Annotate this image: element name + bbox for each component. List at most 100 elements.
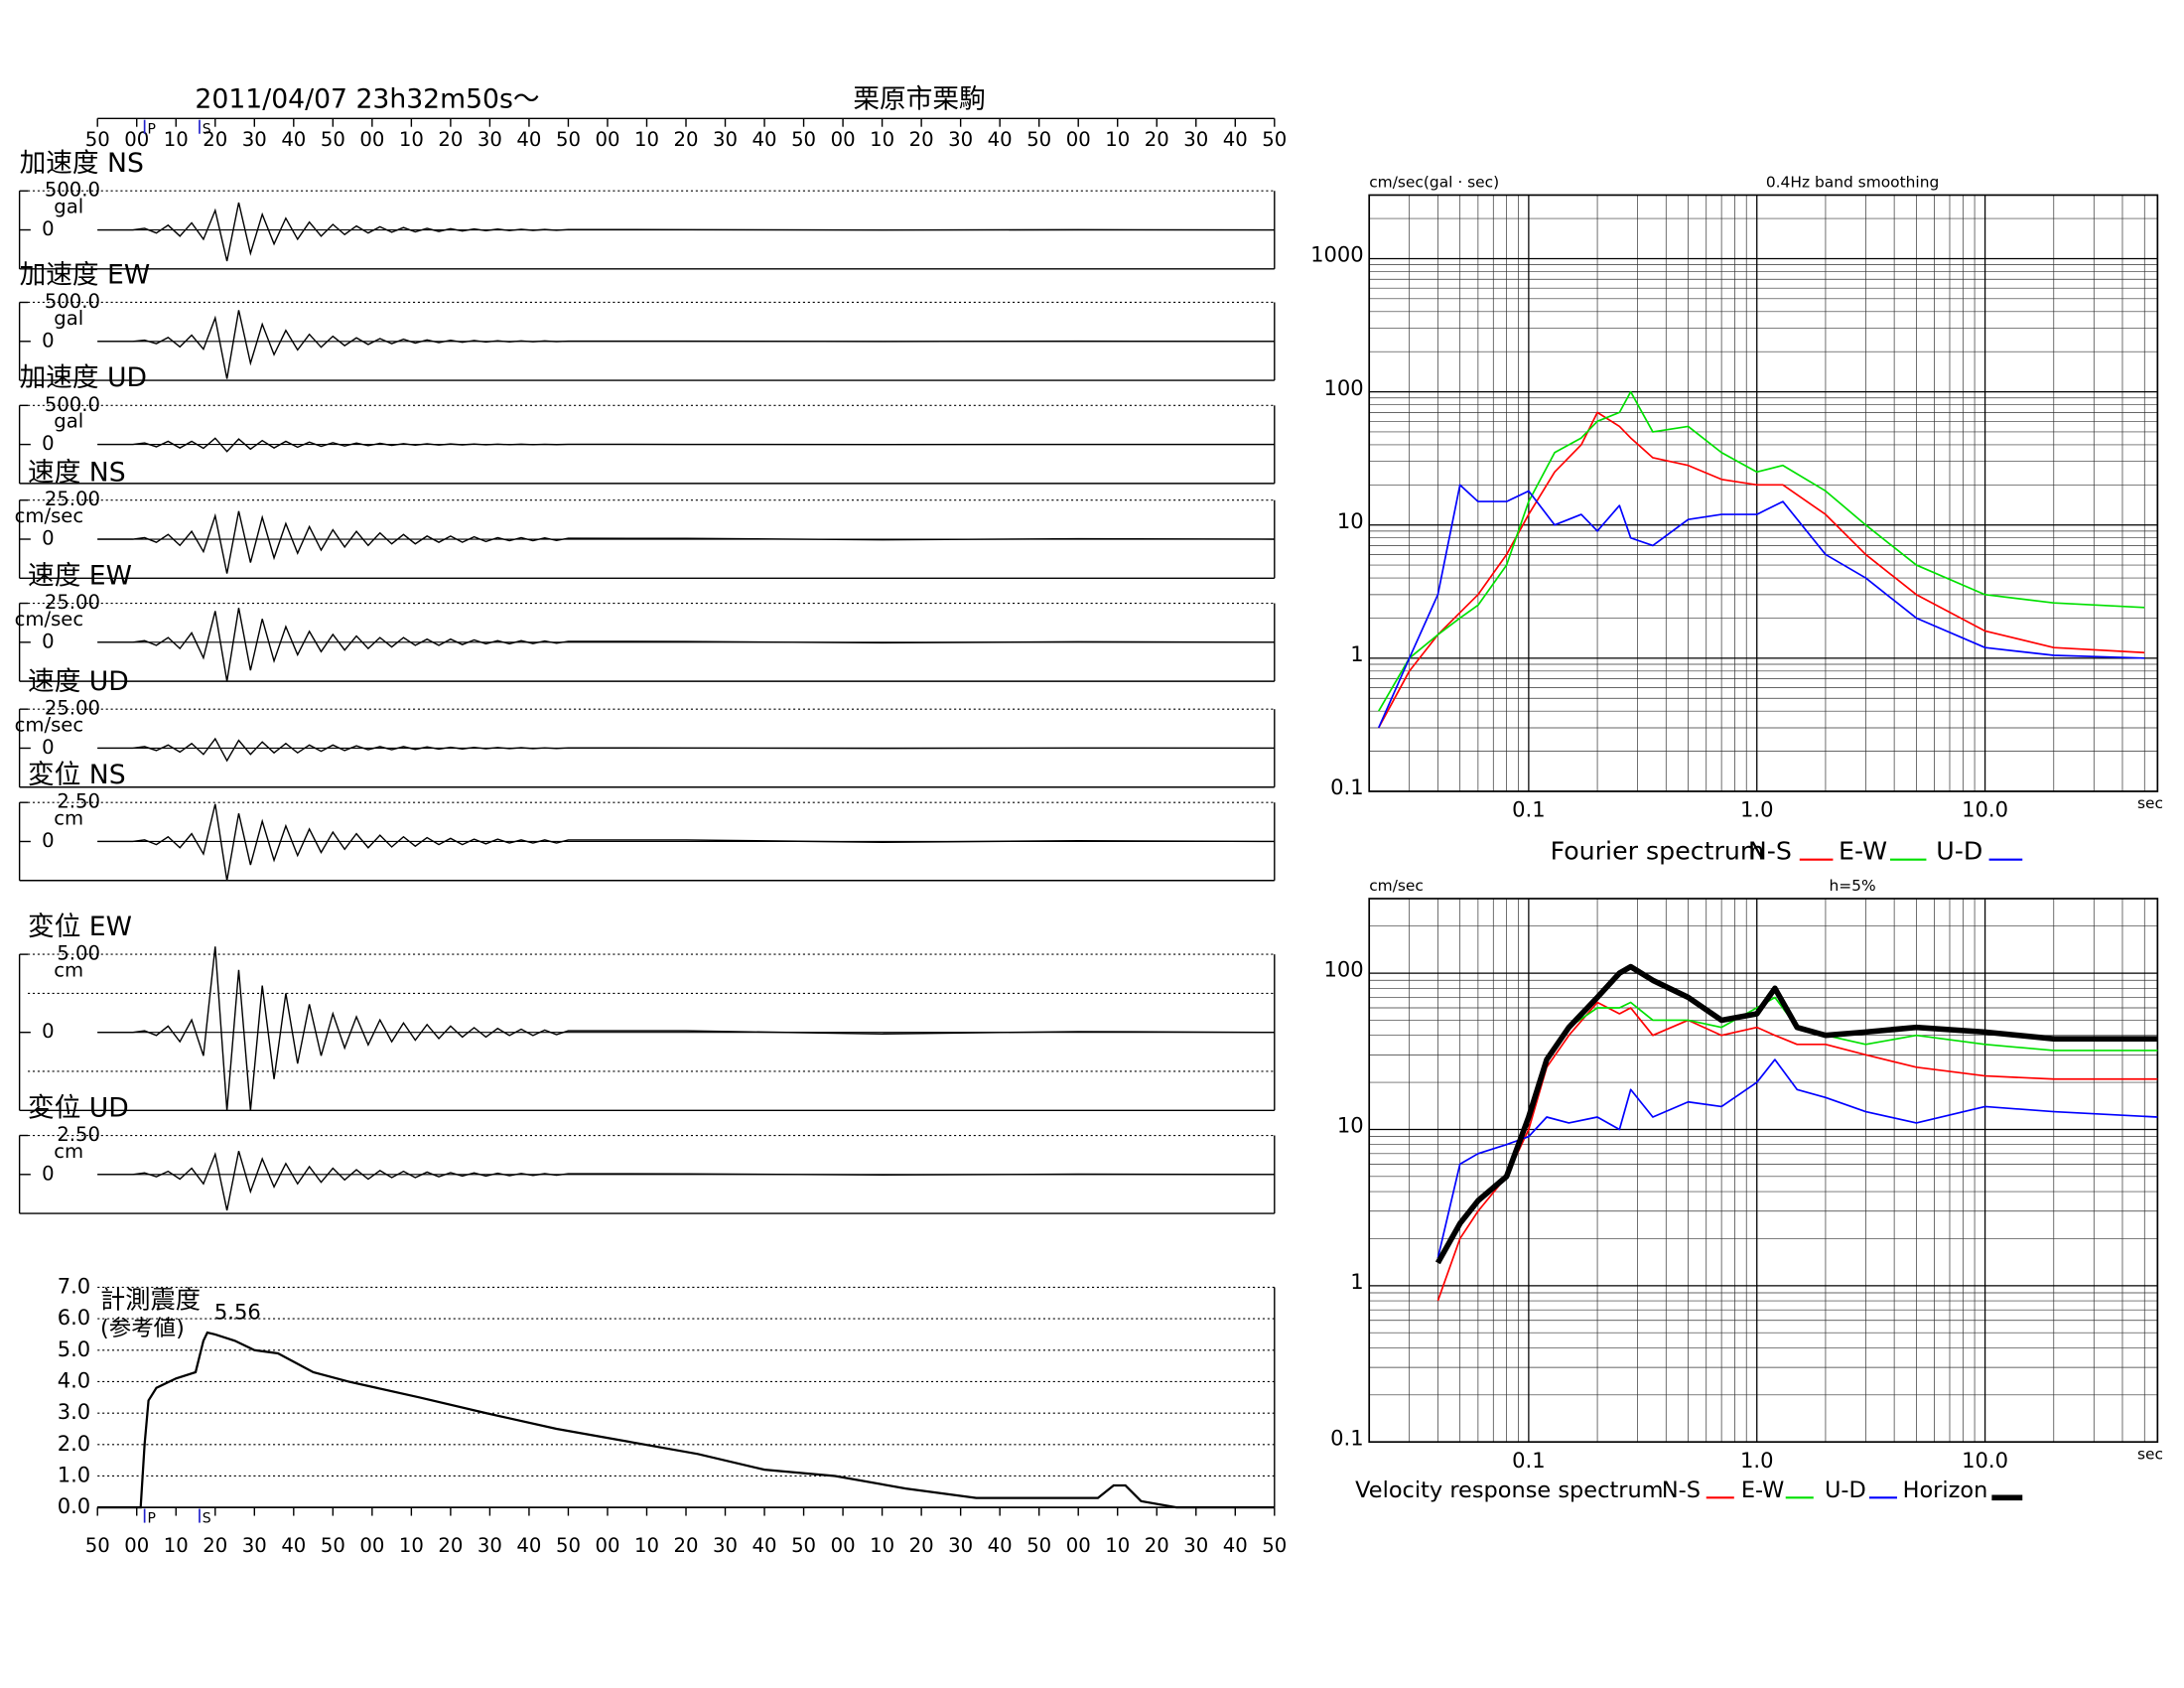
zero-label: 0 [42, 329, 55, 352]
intensity-tick-label: 2.0 [58, 1431, 90, 1456]
y-unit-label: cm/sec [1369, 877, 1424, 895]
time-tick-label: 30 [478, 128, 502, 151]
time-tick-label: 40 [516, 1534, 541, 1557]
panel-label: 変位 UD [28, 1092, 129, 1123]
y-tick-label: 0.1 [1330, 774, 1363, 799]
unit-label: gal [54, 307, 83, 330]
waveform [97, 310, 1275, 379]
time-tick-label: 10 [399, 128, 424, 151]
time-tick-label: 00 [124, 128, 149, 151]
waveform [97, 510, 1275, 574]
x-tick-label: 10.0 [1962, 797, 2008, 822]
scale-label: 25.00 [45, 591, 100, 614]
phase-label: P [147, 122, 155, 138]
time-tick-label: 30 [478, 1534, 502, 1557]
time-tick-label: 10 [164, 1534, 189, 1557]
time-tick-label: 00 [595, 128, 619, 151]
legend-label: N-S [1662, 1477, 1701, 1503]
waveform [97, 608, 1275, 682]
time-tick-label: 50 [321, 128, 345, 151]
y-tick-label: 1 [1350, 1269, 1363, 1294]
scale-label: 25.00 [45, 697, 100, 720]
x-tick-label: 0.1 [1512, 797, 1545, 822]
time-tick-label: 50 [85, 128, 110, 151]
plot-note: 0.4Hz band smoothing [1766, 173, 1939, 191]
time-tick-label: 40 [752, 1534, 777, 1557]
time-tick-label: 30 [948, 128, 973, 151]
time-tick-label: 50 [1262, 128, 1287, 151]
time-tick-label: 10 [1105, 128, 1130, 151]
time-tick-label: 20 [1145, 128, 1169, 151]
x-unit-label: sec [2137, 794, 2163, 812]
panel-label: 速度 EW [28, 560, 132, 591]
x-tick-label: 10.0 [1962, 1448, 2008, 1473]
panel-label: 加速度 NS [20, 148, 144, 179]
intensity-sublabel: (参考値) [100, 1316, 185, 1341]
intensity-curve [97, 1331, 1275, 1509]
time-tick-label: 50 [1026, 128, 1051, 151]
waveform [97, 437, 1275, 453]
time-tick-label: 00 [1066, 128, 1091, 151]
time-tick-label: 00 [1066, 1534, 1091, 1557]
time-tick-label: 20 [909, 128, 934, 151]
scale-label: 25.00 [45, 488, 100, 510]
time-tick-label: 50 [791, 128, 816, 151]
time-tick-label: 20 [438, 1534, 463, 1557]
zero-label: 0 [42, 736, 55, 759]
x-unit-label: sec [2137, 1445, 2163, 1463]
y-tick-label: 0.1 [1330, 1425, 1363, 1450]
y-unit-label: cm/sec(gal · sec) [1369, 173, 1499, 191]
y-tick-label: 100 [1323, 375, 1363, 400]
waveform [97, 1151, 1275, 1211]
time-tick-label: 30 [1183, 1534, 1208, 1557]
phase-label: P [147, 1510, 155, 1526]
spectrum-line [1377, 390, 2145, 712]
time-tick-label: 50 [791, 1534, 816, 1557]
spectrum-line [1436, 1001, 2158, 1302]
intensity-tick-label: 5.0 [58, 1336, 90, 1361]
time-tick-label: 20 [909, 1534, 934, 1557]
time-tick-label: 00 [359, 1534, 384, 1557]
legend-label: U-D [1825, 1477, 1866, 1503]
panel-label: 速度 UD [28, 666, 129, 697]
spectrum-line [1377, 484, 2145, 729]
time-tick-label: 10 [399, 1534, 424, 1557]
unit-label: cm [54, 1140, 83, 1163]
panel-label: 速度 NS [28, 458, 126, 489]
scale-label: 500.0 [45, 179, 100, 202]
panel-label: 加速度 EW [20, 259, 151, 290]
legend-label: E-W [1741, 1477, 1785, 1503]
waveform [97, 202, 1275, 262]
time-tick-label: 40 [988, 128, 1013, 151]
time-tick-label: 00 [124, 1534, 149, 1557]
legend-label: U-D [1936, 837, 1982, 866]
time-tick-label: 10 [634, 1534, 659, 1557]
unit-label: cm/sec [15, 714, 84, 737]
time-tick-label: 00 [595, 1534, 619, 1557]
spectrum-line [1377, 411, 2145, 729]
panel-label: 加速度 UD [20, 362, 147, 393]
time-tick-label: 50 [556, 128, 581, 151]
time-tick-label: 40 [752, 128, 777, 151]
time-tick-label: 40 [516, 128, 541, 151]
intensity-tick-label: 0.0 [58, 1493, 90, 1518]
time-tick-label: 50 [1262, 1534, 1287, 1557]
legend-label: E-W [1839, 837, 1887, 866]
y-tick-label: 1 [1350, 641, 1363, 666]
unit-label: cm [54, 807, 83, 830]
intensity-tick-label: 7.0 [58, 1273, 90, 1298]
time-tick-label: 40 [281, 128, 306, 151]
unit-label: cm [54, 958, 83, 981]
plot-frame [1368, 898, 2159, 1444]
waveform [97, 737, 1275, 763]
time-tick-label: 40 [281, 1534, 306, 1557]
unit-label: cm/sec [15, 504, 84, 527]
y-tick-label: 10 [1337, 508, 1364, 533]
unit-label: cm/sec [15, 608, 84, 631]
phase-label: S [203, 1510, 211, 1526]
station-name: 栗原市栗駒 [853, 84, 985, 115]
zero-label: 0 [42, 829, 55, 852]
intensity-tick-label: 6.0 [58, 1305, 90, 1330]
